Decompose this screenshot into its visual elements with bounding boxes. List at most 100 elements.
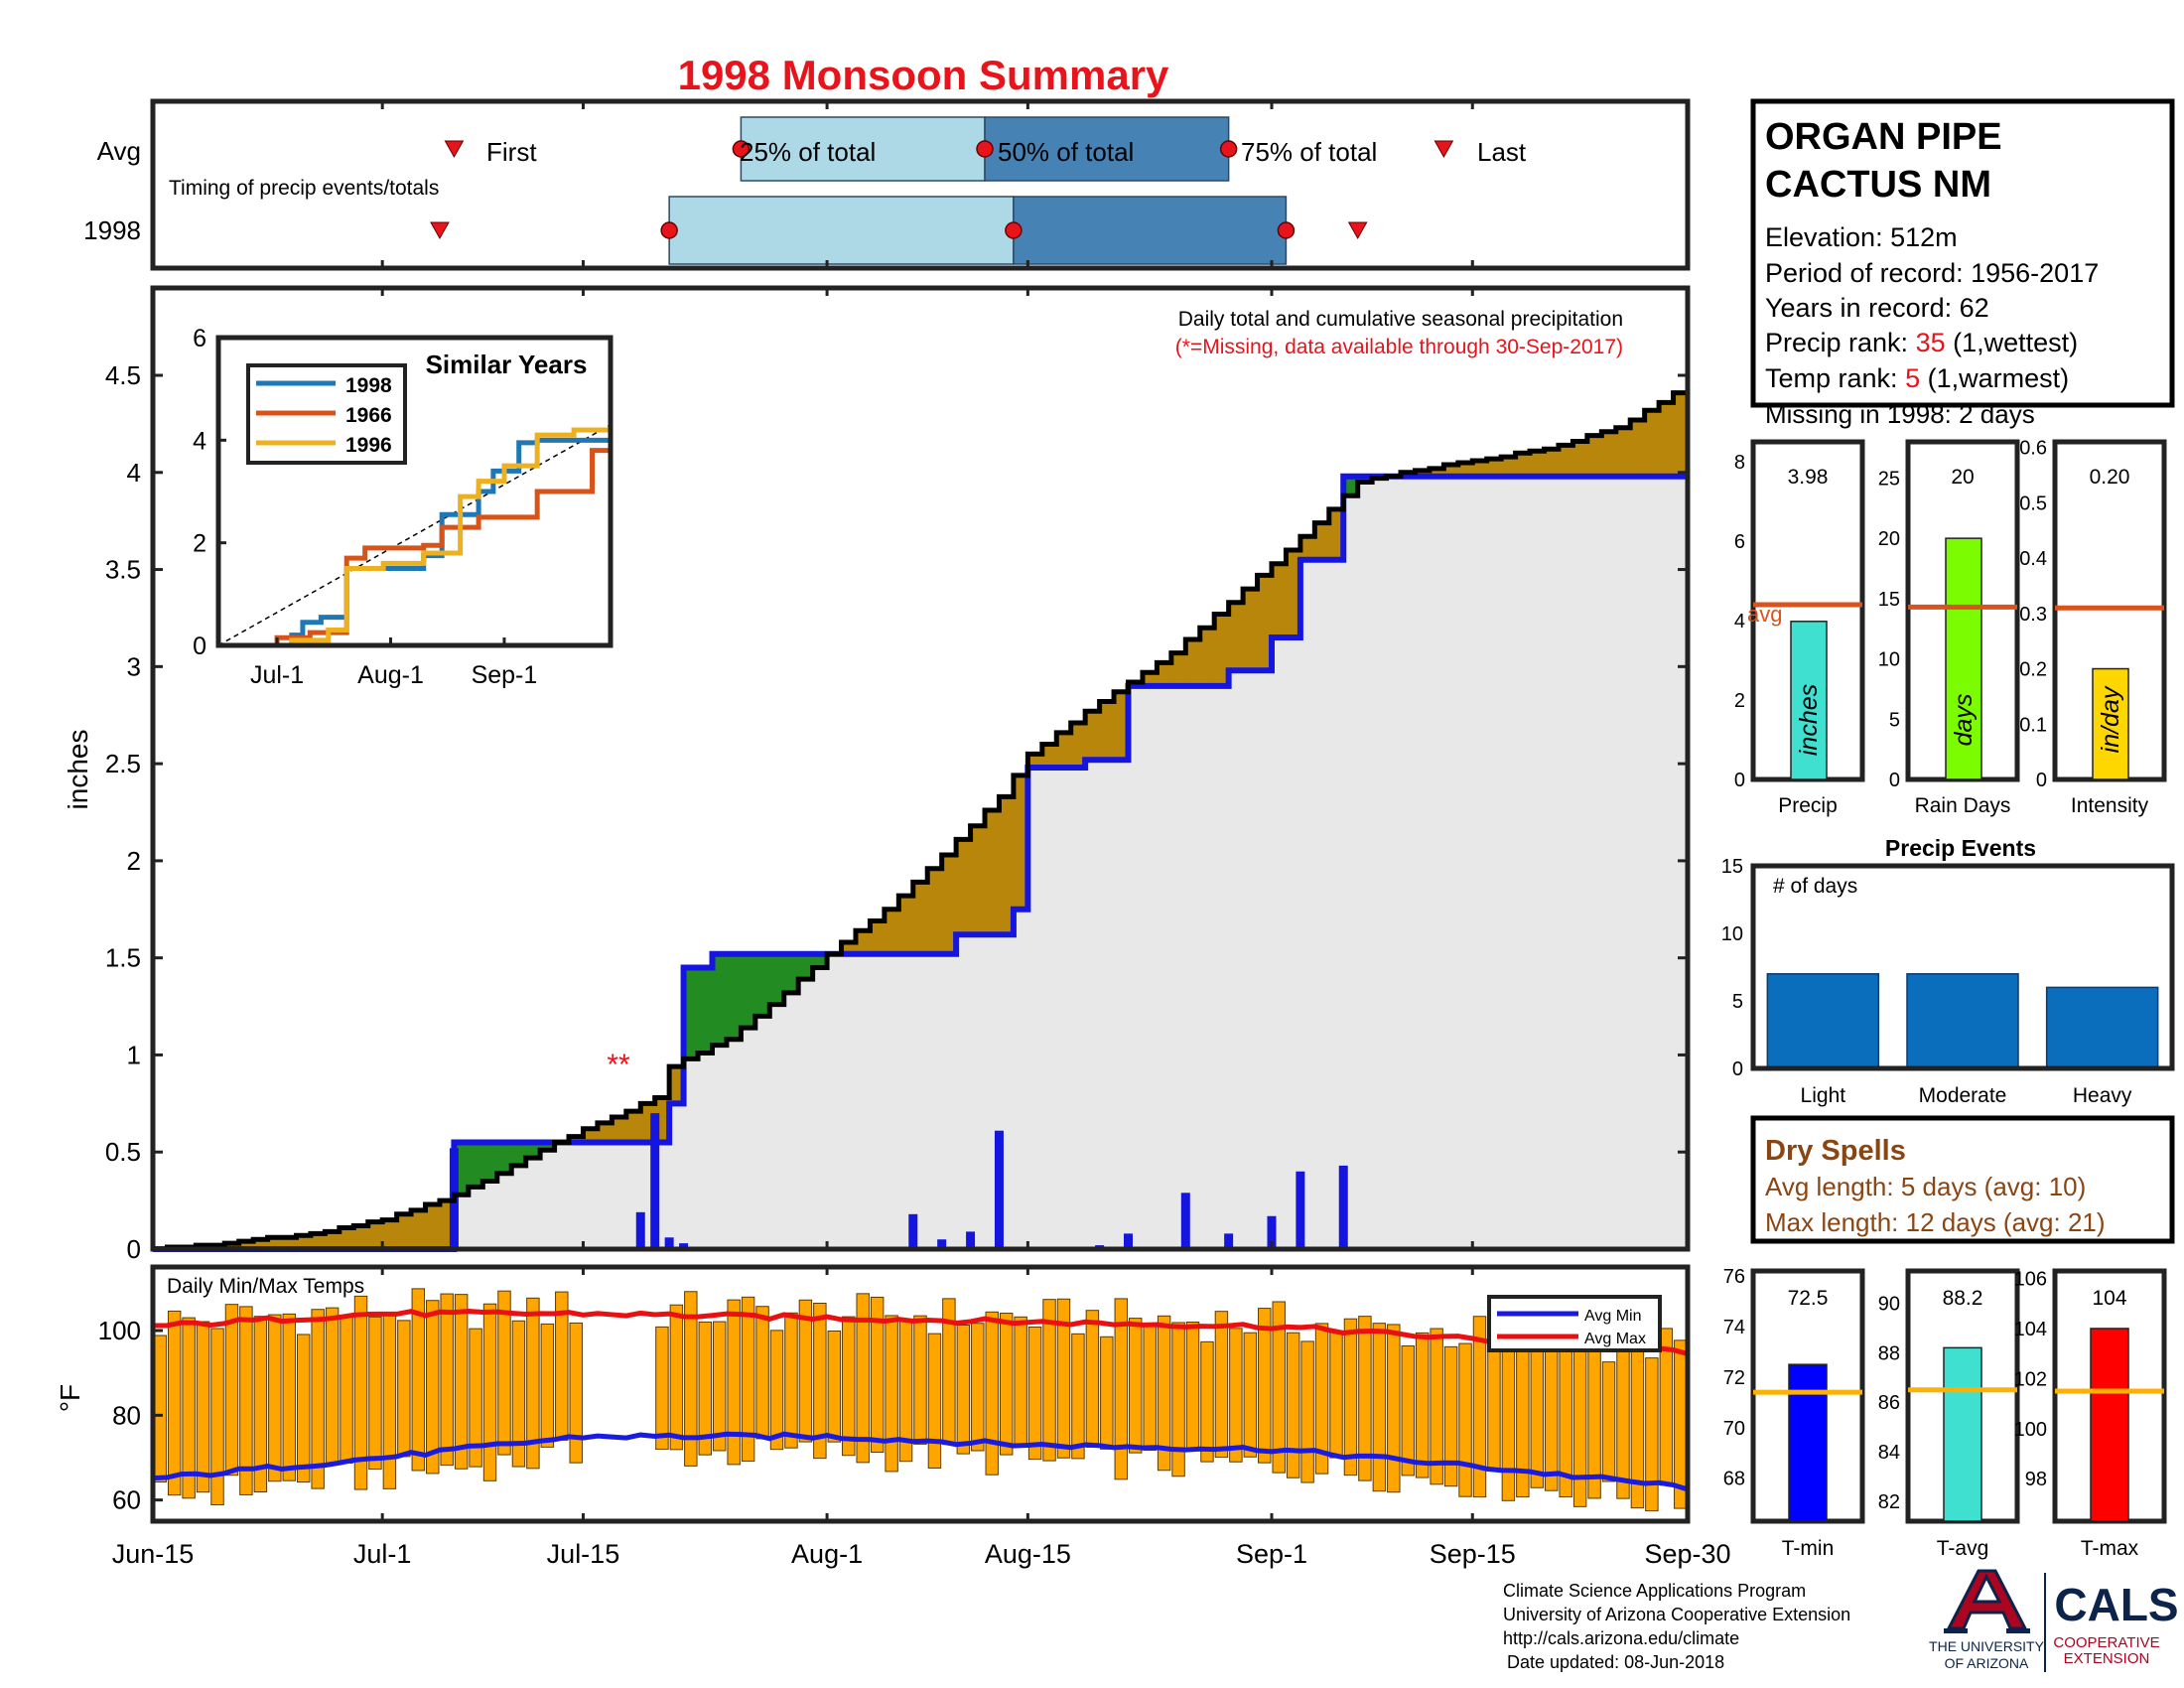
- x-tick-label: Aug-1: [791, 1539, 863, 1569]
- temp-value-label: 72.5: [1788, 1287, 1829, 1310]
- area-above-average: [1286, 550, 1301, 637]
- mini-y-tick-label: 0.2: [2019, 659, 2047, 681]
- figure-title: 1998 Monsoon Summary: [678, 52, 1169, 98]
- mini-unit-label: days: [1950, 694, 1978, 747]
- area-above-average: [1457, 463, 1473, 477]
- area-above-average: [612, 1117, 627, 1143]
- area-above-average: [956, 839, 972, 935]
- daily-temp-range-bar: [956, 1324, 971, 1455]
- daily-temp-range-bar: [1443, 1345, 1458, 1487]
- daily-temp-range-bar: [769, 1330, 784, 1451]
- area-above-average: [625, 1111, 641, 1143]
- dry-spells-avg: Avg length: 5 days (avg: 10): [1765, 1172, 2086, 1201]
- area-above-average: [841, 942, 857, 954]
- daily-temp-range-bar: [1157, 1315, 1171, 1472]
- precip-events-y-tick: 15: [1721, 856, 1743, 878]
- daily-temp-range-bar: [1530, 1343, 1545, 1488]
- temp-value-bar: [1788, 1363, 1828, 1522]
- daily-temp-range-bar: [1229, 1328, 1243, 1463]
- mini-y-tick-label: 6: [1734, 531, 1745, 553]
- daily-temp-range-bar: [1171, 1322, 1185, 1477]
- daily-temp-range-bar: [469, 1328, 482, 1468]
- temps-panel: 60 80 100 Daily Min/Max Temps °F Avg Min A…: [55, 1264, 1691, 1524]
- daily-temp-range-bar: [684, 1291, 698, 1467]
- daily-temp-range-bar: [569, 1322, 583, 1464]
- mini-value-bar: [2092, 667, 2129, 780]
- area-above-average: [396, 1213, 412, 1249]
- temp-rank-label: Temp rank:: [1765, 363, 1905, 393]
- daily-temp-range-bar: [1674, 1339, 1688, 1509]
- area-above-average: [1243, 589, 1259, 671]
- footer-line1: Climate Science Applications Program: [1503, 1581, 1806, 1601]
- area-above-average: [1041, 744, 1057, 769]
- precip-events-title: Precip Events: [1885, 835, 2036, 861]
- timing-bar-50-75: [1013, 196, 1288, 265]
- daily-precip-bar: [679, 1243, 689, 1249]
- area-below-average: [812, 953, 828, 968]
- timing-legend-75: 75% of total: [1241, 137, 1377, 167]
- area-above-average: [1271, 563, 1288, 637]
- mini-panel-intensity: 0.20 in/day Intensity 0 0.1 0.2 0.3 0.4 0.5 0.6: [2019, 438, 2167, 817]
- temp-value-label: 104: [2092, 1287, 2126, 1310]
- mini-y-tick-label: 15: [1878, 589, 1900, 611]
- area-below-both: [153, 476, 1688, 1249]
- daily-temp-range-bar: [856, 1293, 870, 1464]
- daily-temp-range-bar: [1616, 1348, 1630, 1499]
- area-above-average: [353, 1225, 369, 1249]
- daily-temp-range-bar: [268, 1314, 282, 1482]
- temps-legend-avg-max: Avg Max: [1584, 1331, 1646, 1347]
- area-above-average: [1615, 427, 1631, 477]
- daily-temp-range-bar: [426, 1300, 440, 1475]
- daily-temp-range-bar: [497, 1290, 511, 1456]
- mini-y-tick-label: 0.6: [2019, 438, 2047, 460]
- area-above-average: [970, 825, 986, 935]
- daily-temp-range-bar: [1314, 1323, 1329, 1475]
- mini-y-tick-label: 0.4: [2019, 548, 2047, 570]
- inset-average-dashed-line: [217, 424, 612, 646]
- mini-value-bar: [1945, 537, 1982, 780]
- temp-y-tick-label: 70: [1723, 1418, 1745, 1440]
- daily-precip-bar: [937, 1239, 947, 1249]
- daily-temp-range-bar: [167, 1310, 182, 1496]
- mini-y-tick-label: 0: [1889, 770, 1900, 791]
- temperature-totals-panels: 72.5 T-min 68 70 72 74 76 88.2 T-avg 82 84 86 88 90 10…: [1723, 1266, 2167, 1560]
- avg-max-temp-line: [152, 1308, 1689, 1356]
- station-elevation: Elevation: 512m: [1765, 222, 1958, 252]
- main-y-tick-label: 4: [127, 458, 141, 488]
- inset-y-tick-label: 2: [193, 530, 206, 558]
- ua-a-icon: [1946, 1569, 2028, 1630]
- daily-temp-range-bar: [1129, 1318, 1143, 1454]
- temp-panel-tmax: 104 T-max 98 100 102 104 106: [2014, 1268, 2167, 1560]
- footer-line3: http://cals.arizona.edu/climate: [1503, 1628, 1739, 1648]
- missing-marker: **: [607, 1049, 630, 1081]
- main-y-tick-label: 1: [127, 1040, 141, 1069]
- timing-percentile-marker: [732, 140, 751, 158]
- temps-legend-box: [1487, 1295, 1662, 1352]
- daily-precip-bar: [635, 1211, 645, 1249]
- main-y-tick-label: 0.5: [105, 1137, 141, 1167]
- daily-temp-range-bar: [224, 1304, 239, 1477]
- area-above-average: [884, 909, 899, 954]
- daily-temp-range-bar: [253, 1316, 268, 1492]
- area-above-average: [1544, 449, 1560, 477]
- station-years: Years in record: 62: [1765, 293, 1989, 323]
- daily-temp-range-bar: [411, 1288, 426, 1472]
- timing-row-label-avg: Avg: [97, 136, 141, 166]
- timing-bar-25-50: [668, 196, 1015, 265]
- temp-y-tick-label: 98: [2025, 1469, 2047, 1490]
- main-precip-panel: 0 0.5 1 1.5 2 2.5 3 3.5 4 4.5 inches Daily total …: [63, 285, 1691, 1264]
- area-below-average: [511, 1142, 527, 1166]
- station-period: Period of record: 1956-2017: [1765, 258, 2099, 288]
- ua-logo-line1: THE UNIVERSITY: [1929, 1638, 2045, 1654]
- mini-y-tick-label: 0: [2036, 770, 2047, 791]
- daily-temp-range-bar: [1027, 1326, 1042, 1461]
- mini-y-tick-label: 20: [1878, 528, 1900, 550]
- footer-line2: University of Arizona Cooperative Extens…: [1503, 1605, 1850, 1624]
- area-above-average: [1199, 628, 1215, 686]
- daily-temp-range-bar: [1430, 1328, 1443, 1485]
- temp-x-label: T-max: [2081, 1537, 2139, 1560]
- area-above-average: [411, 1209, 427, 1249]
- area-below-average: [769, 953, 785, 1005]
- area-above-average: [1299, 536, 1315, 560]
